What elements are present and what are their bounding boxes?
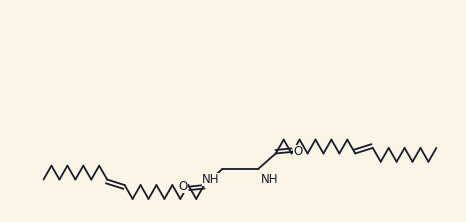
Text: NH: NH <box>202 173 219 186</box>
Text: O: O <box>293 145 302 158</box>
Text: NH: NH <box>261 173 278 186</box>
Text: O: O <box>178 180 188 193</box>
